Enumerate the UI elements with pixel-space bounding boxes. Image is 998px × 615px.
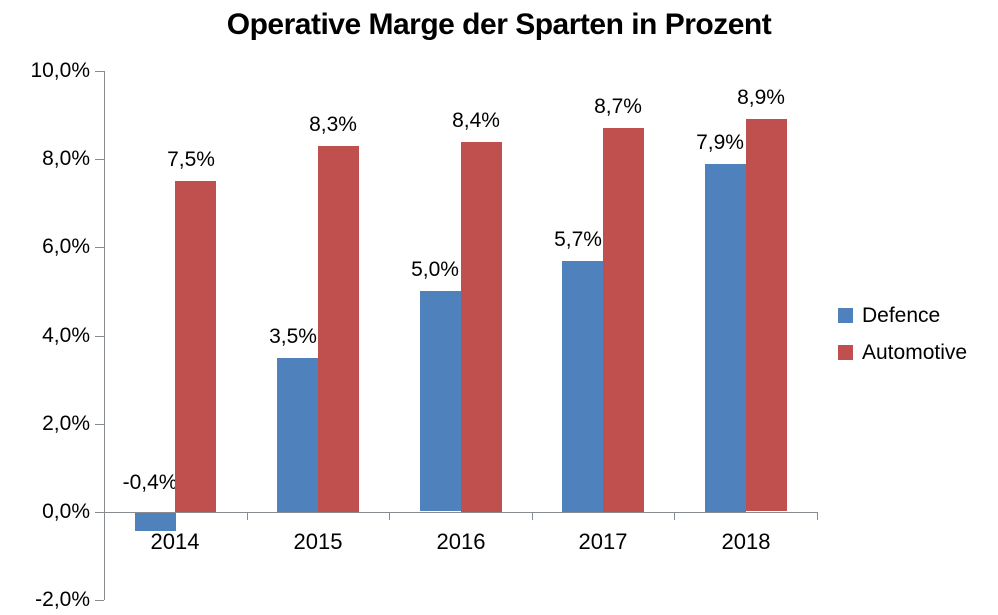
bar-value-label: 7,9% — [696, 131, 744, 154]
y-axis-tick — [95, 424, 104, 425]
y-tick-label: 0,0% — [42, 500, 90, 523]
y-tick-label: 6,0% — [42, 235, 90, 258]
bar-value-label: 8,3% — [309, 113, 357, 136]
bar-value-label: -0,4% — [122, 471, 178, 494]
bar-automotive-2017 — [603, 128, 644, 512]
y-axis-tick — [95, 512, 104, 513]
y-axis-tick — [95, 247, 104, 248]
bar-defence-2018 — [705, 164, 746, 512]
x-axis-tick — [104, 512, 105, 520]
bar-defence-2015 — [277, 358, 318, 512]
y-axis-tick — [95, 71, 104, 72]
y-tick-label: 2,0% — [42, 412, 90, 435]
y-axis-line — [104, 71, 105, 600]
bar-defence-2014 — [135, 513, 176, 531]
y-axis-tick — [95, 336, 104, 337]
x-category-label: 2016 — [436, 529, 486, 554]
x-category-label: 2015 — [293, 529, 343, 554]
y-axis-tick — [95, 159, 104, 160]
legend-label-defence: Defence — [862, 303, 941, 327]
bar-value-label: 8,4% — [452, 109, 500, 132]
y-tick-label: 10,0% — [30, 59, 90, 82]
x-axis-line — [104, 512, 817, 513]
x-axis-tick — [817, 512, 818, 520]
bar-defence-2016 — [420, 291, 461, 511]
y-tick-label: 8,0% — [42, 147, 90, 170]
x-axis-tick — [247, 512, 248, 520]
bar-value-label: 7,5% — [167, 148, 215, 171]
legend: Defence Automotive — [838, 297, 967, 371]
bar-value-label: 8,7% — [594, 95, 642, 118]
chart-title: Operative Marge der Sparten in Prozent — [226, 8, 772, 41]
x-category-label: 2018 — [721, 529, 771, 554]
x-category-label: 2017 — [578, 529, 628, 554]
y-tick-label: 4,0% — [42, 324, 90, 347]
legend-label-automotive: Automotive — [862, 340, 968, 364]
bar-value-label: 3,5% — [269, 325, 317, 348]
y-axis-tick — [95, 600, 104, 601]
legend-item-automotive: Automotive — [838, 334, 967, 371]
bar-automotive-2016 — [461, 142, 502, 512]
bar-automotive-2014 — [175, 181, 216, 512]
bar-value-label: 5,0% — [411, 258, 459, 281]
legend-swatch-defence — [838, 308, 853, 323]
x-category-label: 2014 — [150, 529, 200, 554]
bar-automotive-2018 — [746, 119, 787, 511]
bar-automotive-2015 — [318, 146, 359, 512]
bar-defence-2017 — [562, 261, 603, 512]
bar-value-label: 5,7% — [554, 228, 602, 251]
x-axis-tick — [674, 512, 675, 520]
legend-swatch-automotive — [838, 345, 853, 360]
y-tick-label: -2,0% — [35, 588, 90, 611]
x-axis-tick — [532, 512, 533, 520]
x-axis-tick — [389, 512, 390, 520]
bar-value-label: 8,9% — [737, 86, 785, 109]
legend-item-defence: Defence — [838, 297, 967, 334]
